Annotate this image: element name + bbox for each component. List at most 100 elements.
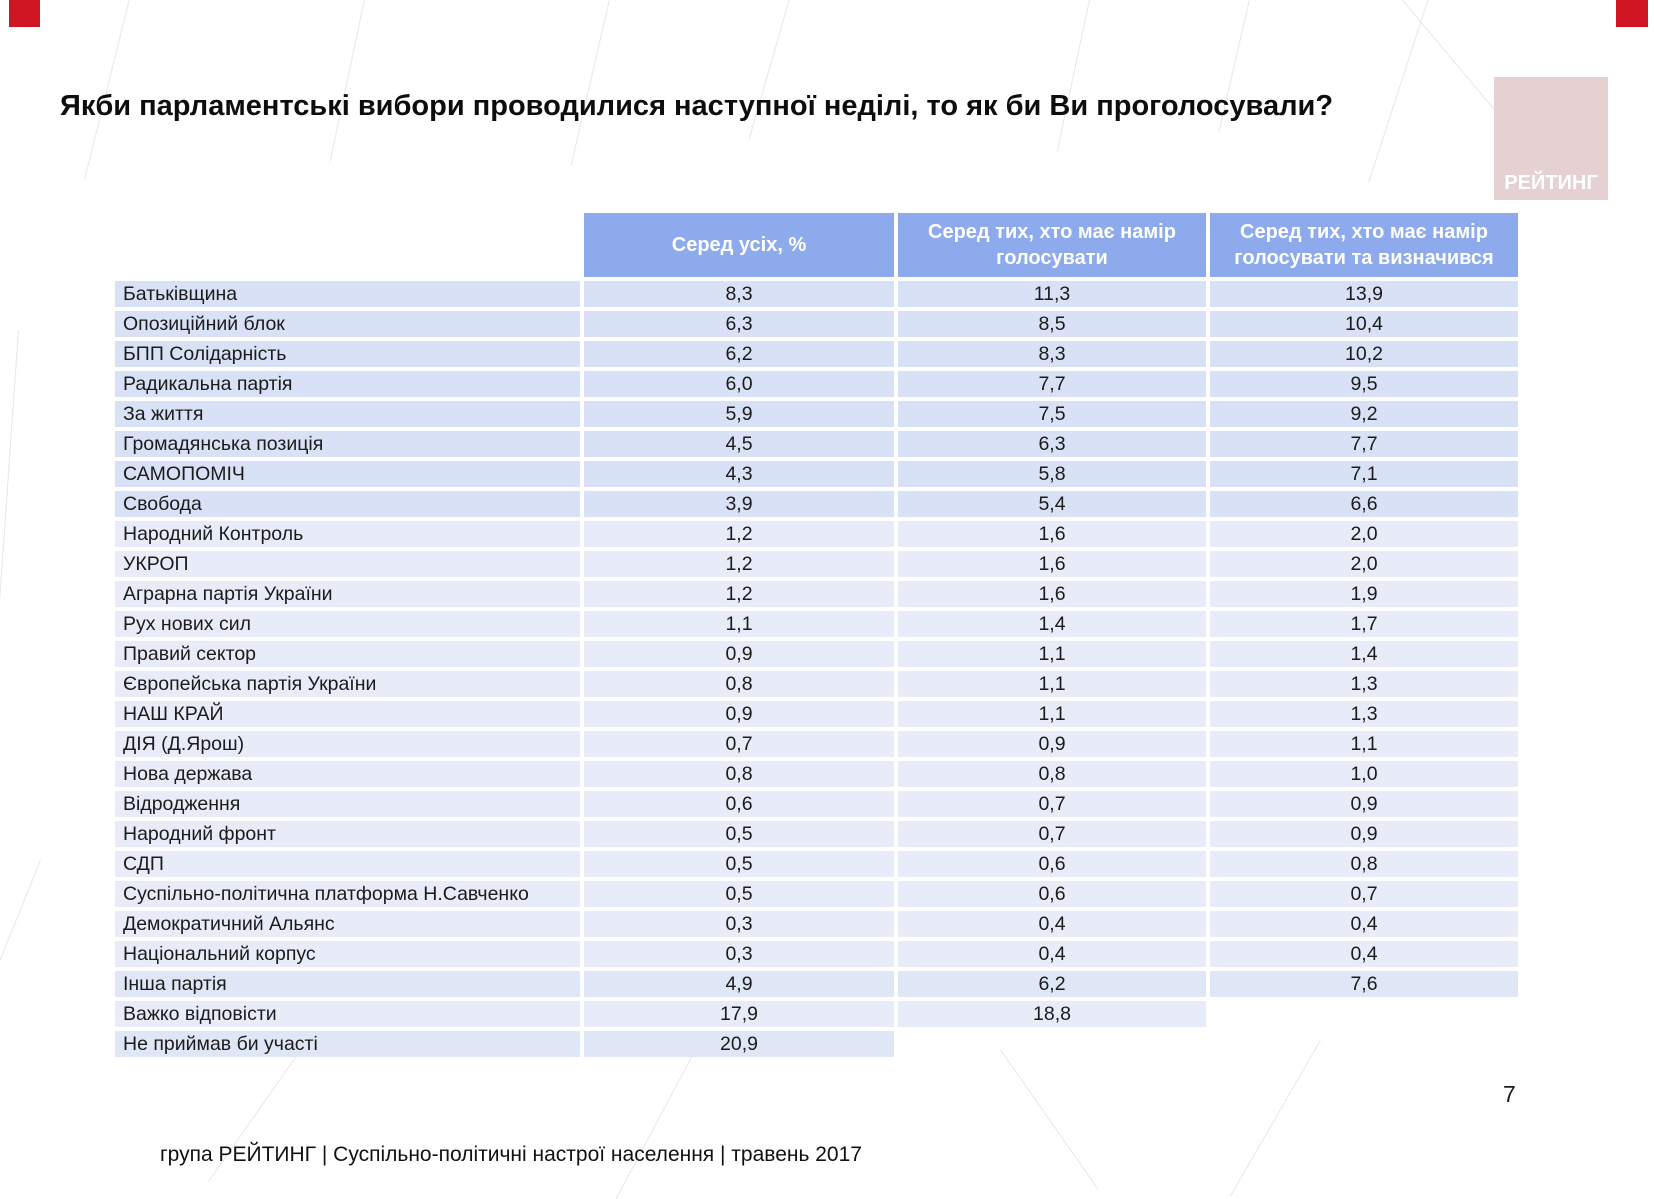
value-cell: 0,5 [584,851,894,877]
party-name-cell: Не приймав би участі [115,1031,580,1057]
party-name-cell: Радикальна партія [115,371,580,397]
party-name-cell: Народний Контроль [115,521,580,547]
value-cell: 1,1 [584,611,894,637]
value-cell: 0,8 [1210,851,1518,877]
texture-line [1230,1040,1321,1197]
value-cell: 1,3 [1210,701,1518,727]
value-cell: 0,4 [898,911,1206,937]
value-cell: 1,6 [898,551,1206,577]
party-name-cell: Європейська партія України [115,671,580,697]
header-cell: Серед усіх, % [584,213,894,277]
value-cell: 7,7 [1210,431,1518,457]
footer-caption: група РЕЙТИНГ | Суспільно-політичні наст… [160,1143,862,1166]
value-cell: 1,9 [1210,581,1518,607]
value-cell-empty [1210,1001,1518,1027]
texture-line [0,860,41,1167]
value-cell: 0,4 [1210,941,1518,967]
value-cell: 4,5 [584,431,894,457]
value-cell: 0,3 [584,911,894,937]
value-cell: 0,6 [898,881,1206,907]
value-cell: 8,3 [898,341,1206,367]
party-name-cell: ДІЯ (Д.Ярош) [115,731,580,757]
survey-results-table: Серед усіх, % Серед тих, хто має намір го… [115,213,1518,1057]
value-cell: 5,4 [898,491,1206,517]
header-cell: Серед тих, хто має намір голосувати та в… [1210,213,1518,277]
value-cell: 1,1 [898,701,1206,727]
value-cell: 0,9 [1210,791,1518,817]
value-cell: 1,0 [1210,761,1518,787]
value-cell: 4,9 [584,971,894,997]
texture-line [329,0,366,162]
value-cell-empty [898,1031,1206,1057]
party-name-cell: Батьківщина [115,281,580,307]
value-cell: 1,1 [898,641,1206,667]
value-cell: 1,2 [584,551,894,577]
value-cell: 0,9 [898,731,1206,757]
rating-logo-text: РЕЙТИНГ [1504,172,1598,194]
value-cell: 10,2 [1210,341,1518,367]
value-cell: 6,2 [584,341,894,367]
party-name-cell: Аграрна партія України [115,581,580,607]
value-cell: 17,9 [584,1001,894,1027]
value-cell: 1,3 [1210,671,1518,697]
value-cell: 6,3 [898,431,1206,457]
value-cell: 1,1 [1210,731,1518,757]
value-cell: 1,7 [1210,611,1518,637]
party-name-cell: Свобода [115,491,580,517]
header-cell: Серед тих, хто має намір голосувати [898,213,1206,277]
party-name-cell: Відродження [115,791,580,817]
value-cell: 3,9 [584,491,894,517]
value-cell: 5,8 [898,461,1206,487]
header-cell-blank [115,213,580,277]
party-name-cell: Національний корпус [115,941,580,967]
value-cell: 9,5 [1210,371,1518,397]
value-cell: 0,6 [898,851,1206,877]
rating-logo: РЕЙТИНГ [1494,77,1608,200]
value-cell: 0,7 [898,791,1206,817]
party-name-cell: УКРОП [115,551,580,577]
value-cell: 0,4 [898,941,1206,967]
party-name-cell: Інша партія [115,971,580,997]
party-name-cell: Суспільно-політична платформа Н.Савченко [115,881,580,907]
value-cell: 2,0 [1210,521,1518,547]
value-cell: 5,9 [584,401,894,427]
value-cell: 0,3 [584,941,894,967]
value-cell: 8,3 [584,281,894,307]
value-cell: 0,9 [584,701,894,727]
party-name-cell: Важко відповісти [115,1001,580,1027]
value-cell: 0,5 [584,881,894,907]
corner-accent-right [1616,0,1648,27]
value-cell: 0,4 [1210,911,1518,937]
value-cell: 1,4 [898,611,1206,637]
texture-line [615,1040,701,1199]
party-name-cell: Правий сектор [115,641,580,667]
value-cell: 7,6 [1210,971,1518,997]
texture-line [1056,0,1091,152]
value-cell: 10,4 [1210,311,1518,337]
value-cell: 1,2 [584,581,894,607]
value-cell: 8,5 [898,311,1206,337]
value-cell: 2,0 [1210,551,1518,577]
party-name-cell: Опозиційний блок [115,311,580,337]
party-name-cell: БПП Солідарність [115,341,580,367]
value-cell: 0,7 [898,821,1206,847]
page-number: 7 [1503,1081,1516,1107]
value-cell: 11,3 [898,281,1206,307]
page-title: Якби парламентські вибори проводилися на… [60,90,1334,122]
value-cell: 7,7 [898,371,1206,397]
party-name-cell: Народний фронт [115,821,580,847]
value-cell: 6,2 [898,971,1206,997]
value-cell: 18,8 [898,1001,1206,1027]
value-cell: 1,1 [898,671,1206,697]
value-cell: 0,6 [584,791,894,817]
texture-line [1000,1049,1099,1190]
value-cell: 1,6 [898,581,1206,607]
value-cell: 0,7 [584,731,894,757]
party-name-cell: Рух нових сил [115,611,580,637]
party-name-cell: Громадянська позиція [115,431,580,457]
value-cell: 20,9 [584,1031,894,1057]
value-cell: 0,5 [584,821,894,847]
value-cell: 4,3 [584,461,894,487]
value-cell: 6,3 [584,311,894,337]
value-cell: 1,6 [898,521,1206,547]
